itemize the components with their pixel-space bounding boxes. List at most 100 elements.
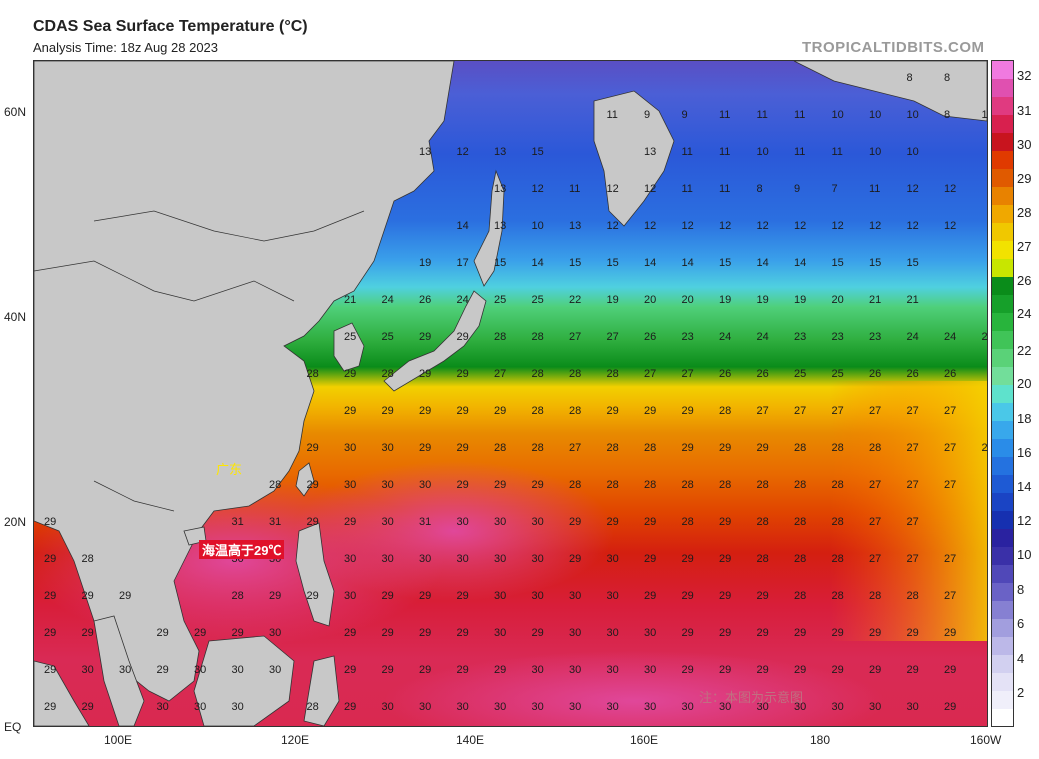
sst-value: 30: [644, 664, 656, 676]
sst-value: 20: [682, 294, 694, 306]
sst-value: 29: [307, 516, 319, 528]
sst-value: 9: [794, 183, 800, 195]
sst-value: 29: [682, 442, 694, 454]
sst-value: 9: [644, 109, 650, 121]
colorbar: [991, 60, 1014, 727]
sst-value: 25: [832, 368, 844, 380]
sst-value: 30: [457, 553, 469, 565]
sst-value: 29: [719, 627, 731, 639]
sst-value: 13: [419, 146, 431, 158]
sst-value: 29: [757, 627, 769, 639]
sst-value: 25: [494, 294, 506, 306]
colorbar-label: 12: [1017, 513, 1032, 528]
sst-value: 28: [794, 442, 806, 454]
sst-value: 28: [494, 442, 506, 454]
sst-value: 29: [382, 627, 394, 639]
sst-value: 29: [119, 590, 131, 602]
sst-value: 30: [569, 701, 581, 713]
sst-value: 10: [757, 146, 769, 158]
sst-value: 28: [532, 368, 544, 380]
sst-map: 8 8 10 11 9 9 11 11 11 10 10 10 8 10 13 12 13 15 13 11 11 10 1…: [33, 60, 988, 727]
sst-value: 10: [532, 220, 544, 232]
sst-value: 21: [907, 294, 919, 306]
sst-value: 30: [194, 664, 206, 676]
sst-value: 29: [44, 590, 56, 602]
sst-value: 29: [607, 405, 619, 417]
lat-label-40n: 40N: [4, 310, 27, 324]
disclaimer-note: 注：本图为示意图: [699, 690, 804, 705]
colorbar-label: 10: [1017, 547, 1032, 562]
sst-value: 12: [944, 183, 956, 195]
sst-value: 28: [607, 479, 619, 491]
sst-value: 25: [382, 331, 394, 343]
map-title: CDAS Sea Surface Temperature (°C): [33, 18, 308, 35]
sst-value: 30: [119, 664, 131, 676]
sst-value: 15: [869, 257, 881, 269]
sst-value: 27: [944, 590, 956, 602]
sst-value: 30: [344, 479, 356, 491]
sst-value: 29: [832, 664, 844, 676]
sst-value: 30: [682, 701, 694, 713]
sst-value: 23: [832, 331, 844, 343]
sst-value: 30: [382, 442, 394, 454]
sst-value: 29: [232, 627, 244, 639]
sst-value: 29: [344, 701, 356, 713]
lon-label-180: 180: [810, 733, 831, 747]
sst-value: 27: [907, 479, 919, 491]
sst-value: 12: [719, 220, 731, 232]
sst-value: 13: [494, 220, 506, 232]
sst-value: 12: [869, 220, 881, 232]
sst-value: 26: [644, 331, 656, 343]
sst-value: 30: [457, 701, 469, 713]
sst-value: 29: [457, 627, 469, 639]
sst-value: 8: [757, 183, 763, 195]
colorbar-label: 26: [1017, 273, 1032, 288]
sst-value: 27: [907, 516, 919, 528]
sst-value: 29: [757, 442, 769, 454]
sst-value: 28: [682, 479, 694, 491]
sst-value: 10: [907, 109, 919, 121]
sst-value: 29: [719, 664, 731, 676]
sst-value: 28: [757, 553, 769, 565]
sst-value: 28: [269, 479, 281, 491]
sst-value: 30: [382, 553, 394, 565]
sst-value: 15: [907, 257, 919, 269]
sst-value: 15: [607, 257, 619, 269]
sst-value: 10: [869, 146, 881, 158]
sst-value: 29: [344, 627, 356, 639]
source-watermark: TROPICALTIDBITS.COM: [802, 39, 985, 56]
sst-value: 20: [644, 294, 656, 306]
sst-value: 30: [344, 553, 356, 565]
sst-value: 30: [719, 701, 731, 713]
sst-value: 30: [194, 701, 206, 713]
sst-value: 29: [307, 442, 319, 454]
sst-value: 9: [682, 109, 688, 121]
sst-value: 8: [907, 72, 913, 84]
sst-value: 30: [232, 664, 244, 676]
sst-value: 29: [494, 664, 506, 676]
sst-value: 30: [757, 701, 769, 713]
analysis-time: Analysis Time: 18z Aug 28 2023: [33, 40, 219, 55]
sst-value: 30: [832, 701, 844, 713]
sst-value: 27: [569, 442, 581, 454]
colorbar-label: 14: [1017, 479, 1032, 494]
sst-value: 30: [644, 627, 656, 639]
sst-value: 30: [382, 701, 394, 713]
sst-value: 29: [457, 479, 469, 491]
sst-value: 29: [419, 405, 431, 417]
sst-value: 30: [232, 701, 244, 713]
sst-value: 28: [757, 479, 769, 491]
sst-value: 27: [757, 405, 769, 417]
sst-value: 30: [382, 516, 394, 528]
sst-value: 29: [382, 405, 394, 417]
sst-value: 24: [982, 331, 988, 343]
sst-value: 29: [157, 627, 169, 639]
sst-value: 30: [382, 479, 394, 491]
sst-value: 11: [757, 109, 768, 121]
sst-value: 27: [869, 405, 881, 417]
colorbar-label: 32: [1017, 68, 1032, 83]
sst-value: 28: [832, 479, 844, 491]
sst-value: 26: [757, 368, 769, 380]
sst-value: 28: [569, 368, 581, 380]
sst-value: 11: [719, 109, 730, 121]
